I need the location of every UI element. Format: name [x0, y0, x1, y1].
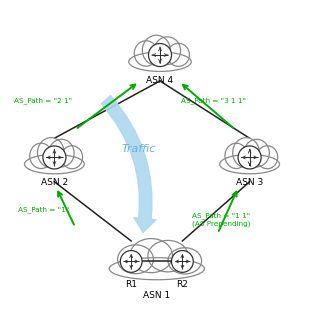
Text: R2: R2 — [176, 280, 188, 289]
Ellipse shape — [129, 52, 191, 71]
Ellipse shape — [167, 43, 189, 66]
Text: AS_Path = "1": AS_Path = "1" — [18, 206, 69, 213]
Circle shape — [43, 146, 66, 169]
Ellipse shape — [25, 155, 84, 174]
Text: AS_Path = "2 1": AS_Path = "2 1" — [14, 97, 73, 104]
Ellipse shape — [37, 138, 64, 168]
Ellipse shape — [154, 37, 180, 65]
Ellipse shape — [134, 41, 158, 66]
Ellipse shape — [168, 248, 202, 274]
Text: R1: R1 — [125, 280, 137, 289]
Ellipse shape — [130, 238, 172, 273]
Ellipse shape — [257, 146, 278, 169]
Circle shape — [120, 251, 142, 272]
Text: ASN 2: ASN 2 — [41, 178, 68, 187]
Ellipse shape — [30, 143, 52, 169]
Circle shape — [238, 146, 261, 169]
Ellipse shape — [61, 146, 83, 169]
Text: AS_Path = "3 1 1": AS_Path = "3 1 1" — [181, 97, 246, 104]
Text: ASN 3: ASN 3 — [236, 178, 263, 187]
Ellipse shape — [49, 139, 74, 167]
Ellipse shape — [220, 155, 280, 174]
FancyArrowPatch shape — [101, 96, 156, 232]
Ellipse shape — [142, 35, 170, 65]
Text: Traffic: Traffic — [122, 144, 156, 154]
Ellipse shape — [244, 139, 269, 167]
Ellipse shape — [148, 240, 188, 272]
Text: ASN 4: ASN 4 — [147, 76, 173, 84]
Ellipse shape — [109, 258, 204, 280]
Text: ASN 1: ASN 1 — [143, 291, 171, 300]
Circle shape — [172, 251, 193, 272]
Text: AS_Path = "1 1"
(AS Prepending): AS_Path = "1 1" (AS Prepending) — [192, 212, 251, 227]
Ellipse shape — [117, 245, 153, 274]
Ellipse shape — [225, 143, 247, 169]
Ellipse shape — [233, 138, 260, 168]
Circle shape — [148, 44, 172, 67]
